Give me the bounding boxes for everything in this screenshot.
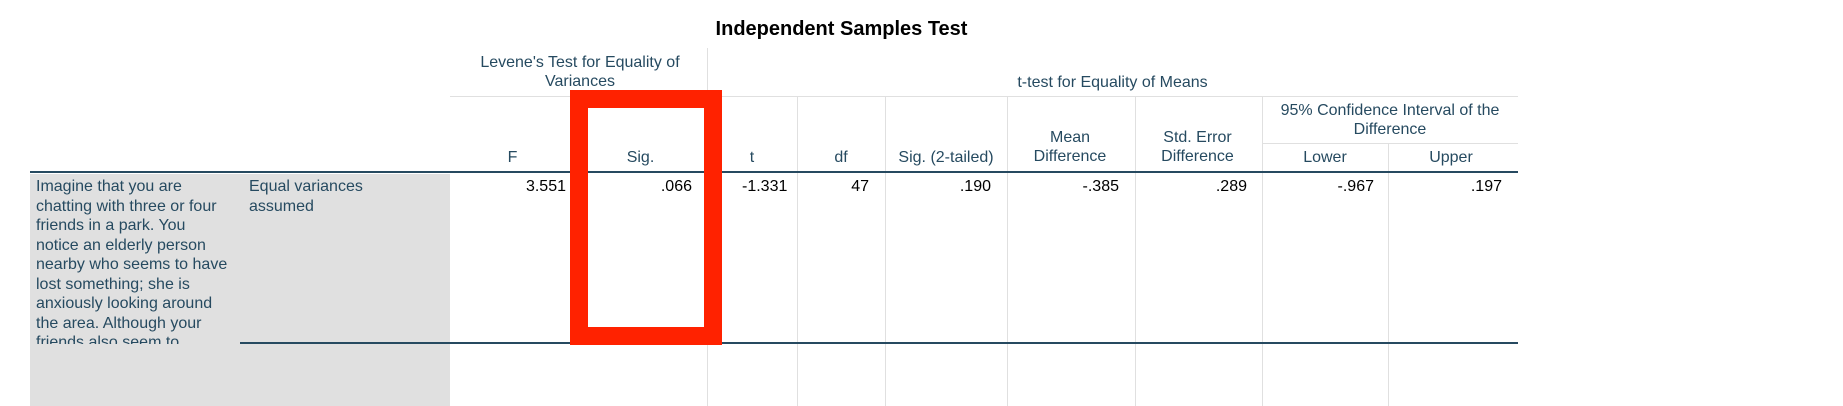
table-bottom-border xyxy=(240,342,1518,344)
cell-sig: .066 xyxy=(660,178,692,195)
grid-line xyxy=(1262,143,1518,144)
col-header-sig-2-tailed: Sig. (2-tailed) xyxy=(898,149,994,166)
grid-line xyxy=(450,96,1518,97)
grid-line xyxy=(1007,96,1008,406)
col-header-sig: Sig. xyxy=(626,149,655,166)
highlight-box xyxy=(570,90,722,345)
grid-line xyxy=(1388,143,1389,406)
row-variable-label: Imagine that you are chatting with three… xyxy=(36,178,228,344)
col-header-std-error-difference: Std. Error Difference xyxy=(1161,129,1234,165)
col-header-upper: Upper xyxy=(1429,149,1473,166)
cell-f: 3.551 xyxy=(525,178,566,195)
cell-std-error-difference: .289 xyxy=(1215,178,1247,195)
grid-line xyxy=(1135,96,1136,406)
col-header-lower: Lower xyxy=(1303,149,1347,166)
col-header-mean-difference: Mean Difference xyxy=(1033,129,1107,165)
row-label-background xyxy=(30,174,450,406)
header-rule xyxy=(30,171,1518,173)
row-assumption-label: Equal variances assumed xyxy=(249,178,363,215)
col-header-f: F xyxy=(507,149,518,166)
cell-upper: .197 xyxy=(1470,178,1502,195)
cell-df: 47 xyxy=(851,178,869,195)
col-header-df: df xyxy=(834,149,848,166)
ci-group-header: 95% Confidence Interval of the Differenc… xyxy=(1280,102,1500,138)
cell-sig-2-tailed: .190 xyxy=(959,178,991,195)
cell-t: -1.331 xyxy=(742,178,788,195)
grid-line xyxy=(797,96,798,406)
levene-group-header: Levene's Test for Equality of Variances xyxy=(480,54,680,90)
col-header-t: t xyxy=(749,149,755,166)
cell-mean-difference: -.385 xyxy=(1082,178,1119,195)
grid-line xyxy=(1262,96,1263,406)
grid-line xyxy=(885,96,886,406)
table-title: Independent Samples Test xyxy=(715,18,968,40)
cell-lower: -.967 xyxy=(1337,178,1374,195)
ttest-group-header: t-test for Equality of Means xyxy=(1017,74,1208,91)
